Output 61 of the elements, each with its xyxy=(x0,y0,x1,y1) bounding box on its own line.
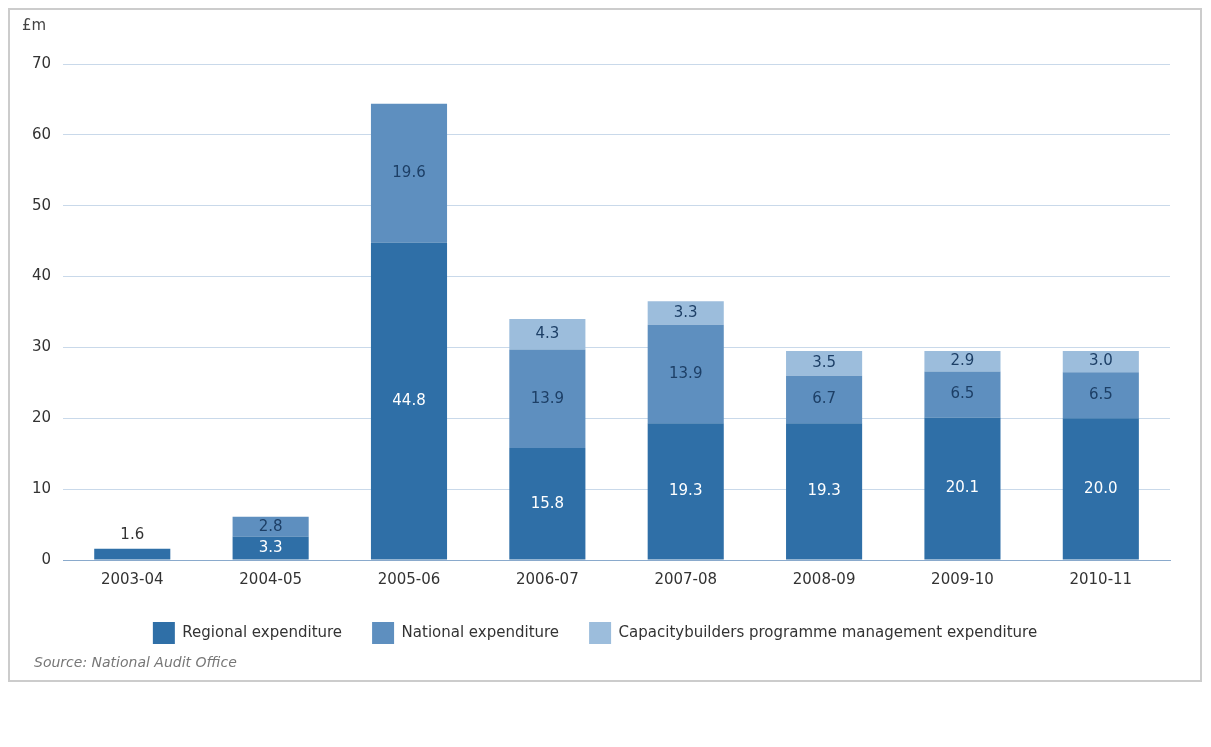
y-tick-label: 70 xyxy=(31,53,52,72)
bar xyxy=(232,536,309,560)
y-tick-label: 50 xyxy=(31,195,52,214)
data-label: 2.8 xyxy=(258,516,283,535)
legend-label: Capacitybuilders programme management expenditure xyxy=(618,622,1038,641)
data-label: 15.8 xyxy=(530,493,565,512)
data-label: 20.1 xyxy=(945,478,980,497)
x-tick-label: 2003-04 xyxy=(100,569,164,588)
x-tick-label: 2006-07 xyxy=(516,569,579,588)
bar xyxy=(786,423,863,560)
legend-label: National expenditure xyxy=(401,622,560,641)
data-label: 3.3 xyxy=(258,537,283,556)
data-label: 13.9 xyxy=(669,363,703,382)
data-label: 19.6 xyxy=(392,163,426,182)
bar xyxy=(1062,350,1139,373)
data-label: 3.0 xyxy=(1088,351,1113,370)
y-tick-label: 30 xyxy=(31,337,52,356)
data-label: 13.9 xyxy=(530,388,565,407)
data-label: 3.3 xyxy=(673,302,698,321)
bar xyxy=(924,371,1001,418)
y-tick-label: 10 xyxy=(31,479,52,498)
y-tick-label: 60 xyxy=(31,124,52,143)
bar xyxy=(647,324,724,424)
bar xyxy=(509,448,586,560)
x-tick-label: 2007-08 xyxy=(654,569,718,588)
data-label: 6.5 xyxy=(950,384,975,403)
legend-label: Regional expenditure xyxy=(182,622,343,641)
data-label: 6.7 xyxy=(812,389,837,408)
x-tick-label: 2004-05 xyxy=(239,569,302,588)
y-tick-label: 20 xyxy=(31,408,52,427)
y-axis-title: £m xyxy=(22,15,47,34)
bar xyxy=(509,349,586,449)
bar xyxy=(509,319,586,350)
y-tick-label: 40 xyxy=(31,266,52,285)
x-tick-label: 2009-10 xyxy=(931,569,994,588)
x-tick-label: 2008-09 xyxy=(792,569,856,588)
bar xyxy=(647,423,724,560)
bar xyxy=(370,103,448,243)
bar xyxy=(370,242,448,560)
source-note: Source: National Audit Office xyxy=(34,654,238,670)
bar xyxy=(924,350,1001,372)
bar xyxy=(1062,418,1139,560)
data-label: 44.8 xyxy=(392,390,426,409)
bar xyxy=(94,548,171,560)
data-label: 19.3 xyxy=(669,481,703,500)
data-label: 19.3 xyxy=(807,481,841,500)
bar xyxy=(924,417,1001,560)
data-label: 1.6 xyxy=(120,524,145,543)
bar xyxy=(232,516,309,537)
data-label: 4.3 xyxy=(535,324,560,343)
data-label: 20.0 xyxy=(1084,478,1118,497)
y-tick-label: 0 xyxy=(41,549,52,568)
bar xyxy=(786,375,863,424)
x-tick-label: 2010-11 xyxy=(1069,569,1133,588)
data-label: 6.5 xyxy=(1088,385,1113,404)
data-label: 3.5 xyxy=(812,353,837,372)
bar xyxy=(647,301,724,325)
x-tick-label: 2005-06 xyxy=(377,569,441,588)
bar xyxy=(786,350,863,376)
bar xyxy=(1062,372,1139,419)
data-label: 2.9 xyxy=(950,351,975,370)
